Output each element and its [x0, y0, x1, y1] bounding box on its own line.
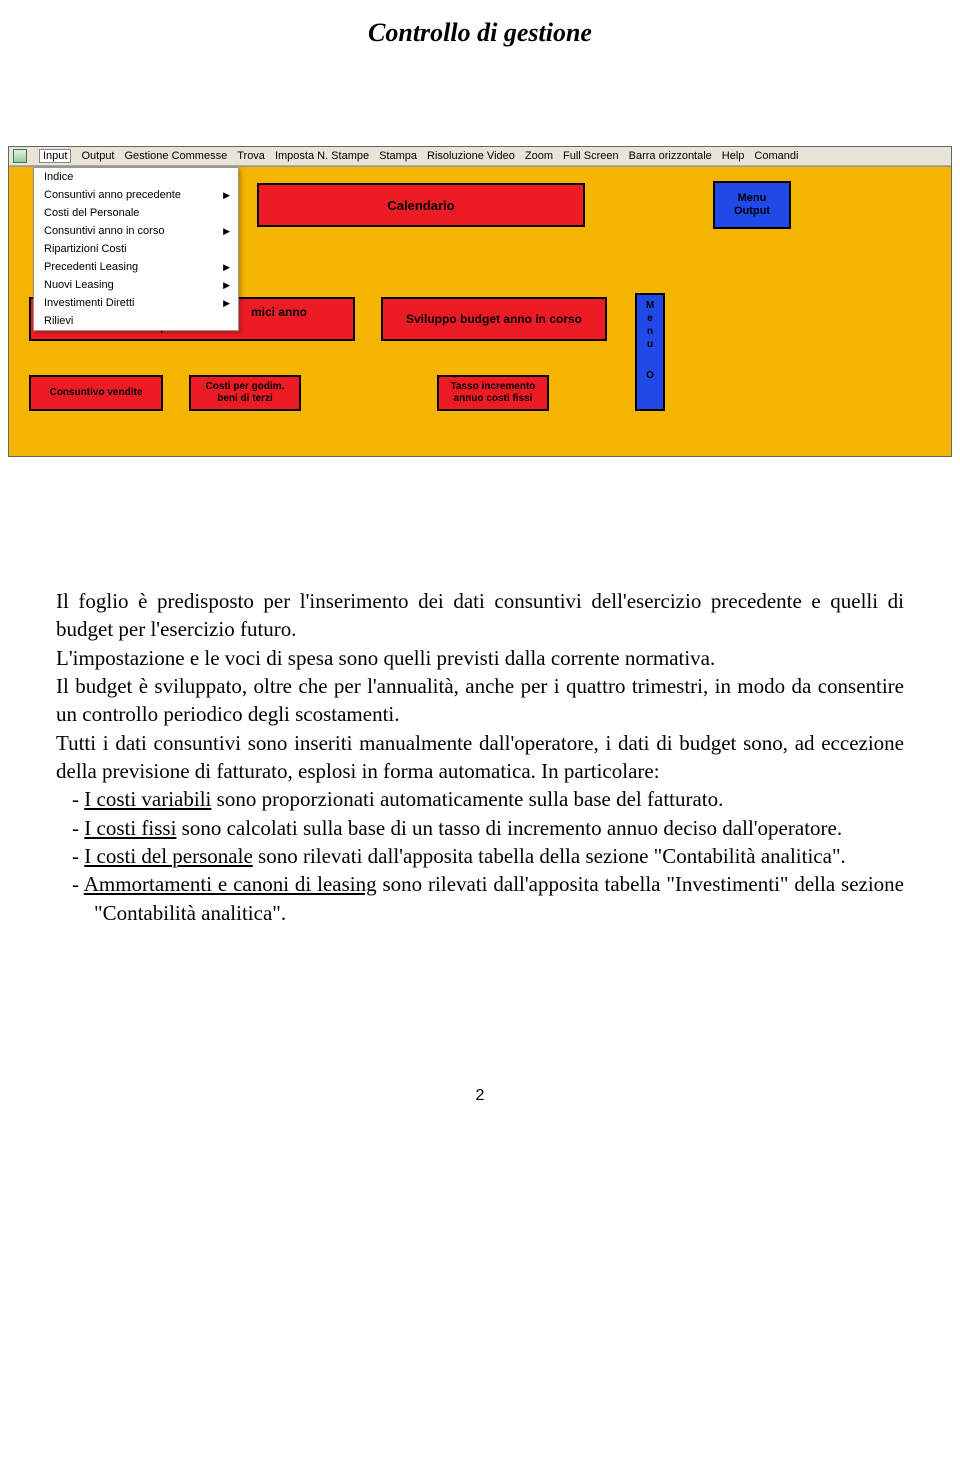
chevron-right-icon: ▶	[223, 262, 230, 273]
menu-imposta-stampe[interactable]: Imposta N. Stampe	[275, 150, 369, 162]
dd-rilievi[interactable]: Rilievi	[34, 312, 238, 330]
app-icon	[13, 149, 27, 163]
dd-label: Indice	[44, 171, 73, 183]
chevron-right-icon: ▶	[223, 190, 230, 201]
bullet-3-rest: sono rilevati dall'apposita tabella dell…	[253, 844, 846, 868]
bullet-1-rest: sono proporzionati automaticamente sulla…	[211, 787, 723, 811]
bullet-3-underline: I costi del personale	[84, 844, 253, 868]
menubar: Input Output Gestione Commesse Trova Imp…	[9, 147, 951, 166]
dd-label: Consuntivi anno precedente	[44, 189, 181, 201]
app-canvas: Indice Consuntivi anno precedente ▶ Costi…	[9, 166, 951, 456]
menu-help[interactable]: Help	[722, 150, 745, 162]
page-title: Controllo di gestione	[0, 0, 960, 56]
sviluppo-budget-button[interactable]: Sviluppo budget anno in corso	[381, 297, 607, 341]
bullet-2-underline: I costi fissi	[84, 816, 176, 840]
menu-vertical-top: M	[646, 299, 654, 312]
chevron-right-icon: ▶	[223, 226, 230, 237]
menu-full-screen[interactable]: Full Screen	[563, 150, 619, 162]
dd-costi-personale[interactable]: Costi del Personale	[34, 204, 238, 222]
menu-barra-orizzontale[interactable]: Barra orizzontale	[629, 150, 712, 162]
mici-anno-label-top: mici anno	[251, 305, 353, 319]
menu-comandi[interactable]: Comandi	[754, 150, 798, 162]
paragraph-3: Il budget è sviluppato, oltre che per l'…	[56, 672, 904, 729]
menu-vertical-o: O	[646, 369, 654, 382]
dd-label: Investimenti Diretti	[44, 297, 134, 309]
bullet-costi-variabili: I costi variabili sono proporzionati aut…	[56, 785, 904, 813]
bullet-costi-fissi: I costi fissi sono calcolati sulla base …	[56, 814, 904, 842]
body-text: Il foglio è predisposto per l'inseriment…	[56, 587, 904, 927]
bullet-costi-personale: I costi del personale sono rilevati dall…	[56, 842, 904, 870]
menu-output-button[interactable]: Menu Output	[713, 181, 791, 229]
menu-gestione-commesse[interactable]: Gestione Commesse	[125, 150, 228, 162]
chevron-right-icon: ▶	[223, 280, 230, 291]
bullet-2-rest: sono calcolati sulla base di un tasso di…	[176, 816, 842, 840]
menu-vertical-u: u	[647, 338, 653, 351]
menu-input[interactable]: Input	[39, 149, 71, 163]
dd-nuovi-leasing[interactable]: Nuovi Leasing ▶	[34, 276, 238, 294]
menu-zoom[interactable]: Zoom	[525, 150, 553, 162]
menu-vertical-button[interactable]: M e n u O	[635, 293, 665, 411]
chevron-right-icon: ▶	[223, 298, 230, 309]
bullet-ammortamenti: Ammortamenti e canoni di leasing sono ri…	[56, 870, 904, 927]
paragraph-1: Il foglio è predisposto per l'inseriment…	[56, 587, 904, 644]
dd-label: Ripartizioni Costi	[44, 243, 127, 255]
dd-label: Costi del Personale	[44, 207, 139, 219]
dd-label: Consuntivi anno in corso	[44, 225, 164, 237]
menu-output[interactable]: Output	[81, 150, 114, 162]
dd-ripartizioni-costi[interactable]: Ripartizioni Costi	[34, 240, 238, 258]
menu-vertical-n: n	[647, 325, 653, 338]
consuntivo-vendite-button[interactable]: Consuntivo vendite	[29, 375, 163, 411]
tasso-incremento-button[interactable]: Tasso incremento annuo costi fissi	[437, 375, 549, 411]
costi-godim-button[interactable]: Costi per godim. beni di terzi	[189, 375, 301, 411]
menu-stampa[interactable]: Stampa	[379, 150, 417, 162]
dd-label: Nuovi Leasing	[44, 279, 114, 291]
page-number: 2	[0, 1087, 960, 1125]
dd-label: Rilievi	[44, 315, 73, 327]
dd-precedenti-leasing[interactable]: Precedenti Leasing ▶	[34, 258, 238, 276]
bullet-1-underline: I costi variabili	[84, 787, 211, 811]
dd-consuntivi-anno-corso[interactable]: Consuntivi anno in corso ▶	[34, 222, 238, 240]
input-dropdown: Indice Consuntivi anno precedente ▶ Costi…	[33, 167, 239, 331]
paragraph-2: L'impostazione e le voci di spesa sono q…	[56, 644, 904, 672]
menu-vertical-e: e	[647, 312, 653, 325]
dd-investimenti-diretti[interactable]: Investimenti Diretti ▶	[34, 294, 238, 312]
bullet-4-underline: Ammortamenti e canoni di leasing	[84, 872, 377, 896]
menu-risoluzione-video[interactable]: Risoluzione Video	[427, 150, 515, 162]
app-screenshot: Input Output Gestione Commesse Trova Imp…	[8, 146, 952, 457]
calendario-button[interactable]: Calendario	[257, 183, 585, 227]
dd-label: Precedenti Leasing	[44, 261, 138, 273]
menu-trova[interactable]: Trova	[237, 150, 265, 162]
dd-indice[interactable]: Indice	[34, 168, 238, 186]
dd-consuntivi-anno-precedente[interactable]: Consuntivi anno precedente ▶	[34, 186, 238, 204]
paragraph-4: Tutti i dati consuntivi sono inseriti ma…	[56, 729, 904, 786]
